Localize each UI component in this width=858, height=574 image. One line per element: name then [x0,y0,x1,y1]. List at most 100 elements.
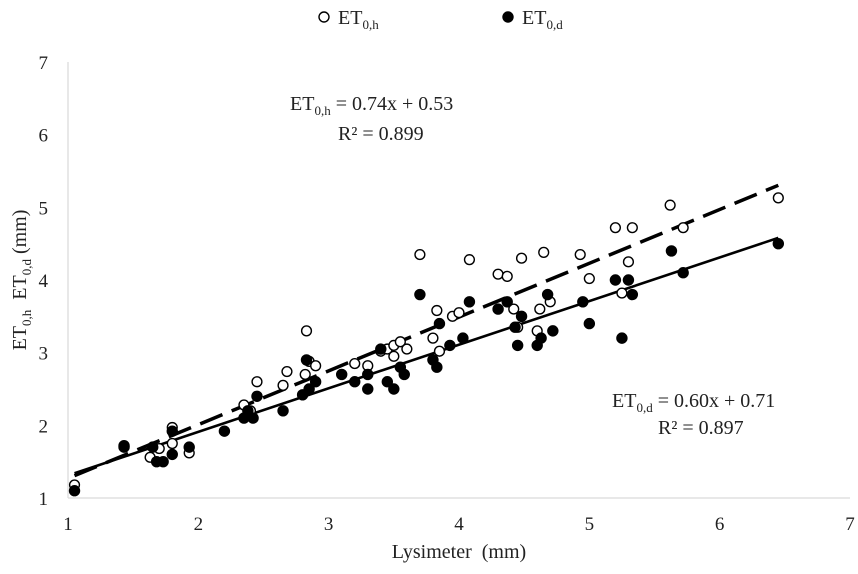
legend-marker-et0d [503,12,513,22]
data-point-et0h [624,257,634,267]
data-point-et0d [389,384,399,394]
data-point-et0h [454,308,464,318]
x-tick-label: 5 [585,514,595,535]
data-point-et0d [536,333,546,343]
data-point-et0h [282,367,292,377]
data-point-et0d [548,326,558,336]
data-point-et0d [252,391,262,401]
data-point-et0d [337,369,347,379]
x-tick-label: 6 [715,514,725,535]
x-axis-label: Lysimeter (mm) [392,541,526,563]
data-point-et0h [502,271,512,281]
data-point-et0h [617,288,627,298]
data-point-et0h [278,380,288,390]
data-point-et0h [575,250,585,260]
legend-label-et0h: ET0,h [338,7,379,32]
y-tick-label: 6 [39,126,49,147]
data-point-et0d [415,289,425,299]
data-point-et0d [542,289,552,299]
data-point-et0h [678,223,688,233]
data-point-et0d [363,384,373,394]
data-point-et0h [465,255,475,265]
equation-et0d: ET0,d = 0.60x + 0.71 [612,390,775,415]
data-point-et0d [678,268,688,278]
data-point-et0h [350,359,360,369]
data-point-et0h [389,351,399,361]
y-tick-label: 3 [39,344,49,365]
data-point-et0d [666,246,676,256]
data-point-et0h [415,250,425,260]
y-tick-label: 1 [39,489,49,510]
data-point-et0d [219,426,229,436]
data-point-et0h [665,200,675,210]
data-point-et0h [432,306,442,316]
data-point-et0h [402,344,412,354]
x-tick-label: 1 [63,514,73,535]
data-point-et0d [69,486,79,496]
y-tick-label: 5 [39,198,49,219]
equation-et0h: ET0,h = 0.74x + 0.53 [290,93,453,118]
data-point-et0d [512,340,522,350]
data-point-et0d [350,377,360,387]
r2-et0d: R² = 0.897 [658,417,744,439]
data-point-et0h [167,439,177,449]
data-point-et0d [773,238,783,248]
data-point-et0h [428,333,438,343]
data-point-et0h [300,370,310,380]
data-point-et0d [301,355,311,365]
data-point-et0d [184,442,194,452]
data-point-et0h [517,253,527,263]
data-point-et0h [435,346,445,356]
data-point-et0d [464,297,474,307]
data-point-et0d [610,275,620,285]
data-point-et0d [376,344,386,354]
data-point-et0h [627,223,637,233]
y-tick-label: 7 [39,53,49,74]
x-tick-label: 7 [845,514,855,535]
data-point-et0d [434,318,444,328]
y-tick-label: 4 [39,271,49,292]
data-point-et0h [493,269,503,279]
data-point-et0d [278,406,288,416]
data-point-et0d [248,413,258,423]
data-point-et0h [773,193,783,203]
data-point-et0d [119,442,129,452]
series-et0h-points [70,193,784,490]
data-point-et0d [167,449,177,459]
data-point-et0d [445,340,455,350]
data-point-et0d [623,275,633,285]
r2-et0h: R² = 0.899 [338,123,424,145]
data-point-et0d [516,311,526,321]
legend: ET0,h ET0,d [319,7,563,32]
data-point-et0h [252,377,262,387]
y-tick-label: 2 [39,416,49,437]
data-point-et0d [493,304,503,314]
data-point-et0d [617,333,627,343]
x-tick-label: 4 [454,514,464,535]
data-point-et0d [584,318,594,328]
data-point-et0d [627,289,637,299]
legend-marker-et0h [319,12,329,22]
data-point-et0h [311,361,321,371]
data-point-et0d [458,333,468,343]
data-point-et0d [363,369,373,379]
data-point-et0d [502,297,512,307]
legend-label-et0d: ET0,d [522,7,563,32]
data-point-et0d [158,456,168,466]
data-point-et0d [399,369,409,379]
data-point-et0d [148,442,158,452]
y-axis-label: ET0,hET0,d (mm) [9,210,34,351]
data-point-et0d [510,322,520,332]
data-point-et0d [432,362,442,372]
x-tick-label: 2 [194,514,204,535]
x-tick-label: 3 [324,514,334,535]
y-tick-labels: 1 2 3 4 5 6 7 [39,53,49,510]
data-point-et0h [302,326,312,336]
x-tick-labels: 1 2 3 4 5 6 7 [63,514,855,535]
data-point-et0d [578,297,588,307]
series-et0d-points [69,238,783,495]
data-point-et0h [584,274,594,284]
data-point-et0h [611,223,621,233]
data-point-et0h [535,304,545,314]
